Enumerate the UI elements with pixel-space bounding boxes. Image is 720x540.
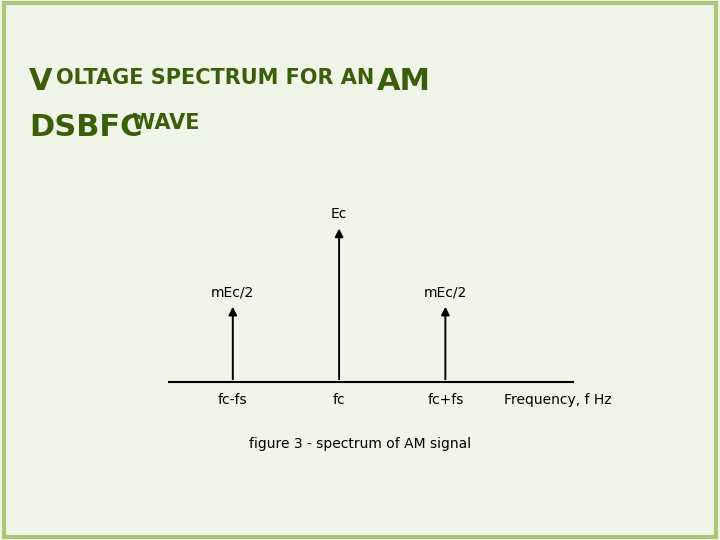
Text: mEc/2: mEc/2: [424, 285, 467, 299]
Text: OLTAGE SPECTRUM FOR AN: OLTAGE SPECTRUM FOR AN: [56, 68, 374, 87]
Text: DSBFC: DSBFC: [29, 113, 143, 143]
Text: AM: AM: [377, 68, 431, 97]
Text: fc+fs: fc+fs: [427, 393, 464, 407]
Text: V: V: [29, 68, 53, 97]
Text: fc-fs: fc-fs: [218, 393, 248, 407]
Text: mEc/2: mEc/2: [211, 285, 254, 299]
Text: Ec: Ec: [331, 207, 347, 221]
Text: figure 3 - spectrum of AM signal: figure 3 - spectrum of AM signal: [249, 437, 471, 451]
Text: fc: fc: [333, 393, 346, 407]
Text: WAVE: WAVE: [125, 113, 199, 133]
Text: Frequency, f Hz: Frequency, f Hz: [504, 393, 611, 407]
